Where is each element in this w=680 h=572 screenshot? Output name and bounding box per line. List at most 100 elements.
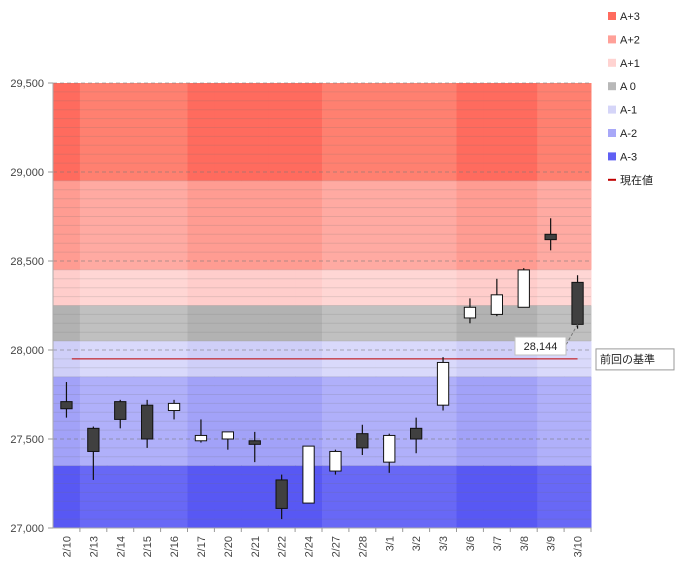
candle-3-10 [571, 275, 584, 329]
legend-item: A-1 [608, 105, 637, 117]
reference-label-box: 前回の基準 [595, 348, 675, 371]
zone-band-a2 [53, 180, 81, 270]
zone-band-a1 [53, 269, 81, 306]
candle-body-up [517, 269, 530, 308]
zone-band-a3 [187, 83, 215, 181]
candle-body-down [275, 479, 288, 509]
x-tick-label: 2/14 [115, 536, 127, 557]
candle-body-down [410, 427, 423, 440]
zone-band-a0 [53, 305, 81, 342]
y-tick-label: 28,000 [10, 345, 44, 357]
zone-band-a2 [456, 180, 484, 270]
zone-band-a2 [241, 180, 269, 270]
x-tick-label: 2/22 [277, 536, 289, 557]
candle-3-9 [544, 218, 557, 251]
zone-band-a2 [214, 180, 242, 270]
legend-item: A-2 [608, 128, 637, 140]
x-tick-label: 3/8 [519, 536, 531, 551]
zone-band-a3 [429, 83, 457, 181]
y-tick-label: 29,000 [10, 167, 44, 179]
zone-band-a2 [537, 376, 565, 466]
zone-band-a3 [510, 465, 538, 528]
zone-band-a1 [79, 269, 108, 306]
zone-band-a2 [375, 180, 404, 270]
candle-2-16 [167, 399, 181, 420]
zone-band-a0 [106, 305, 135, 342]
candle-body-down [248, 440, 261, 445]
x-tick-label: 2/10 [61, 536, 73, 557]
candle-2-17 [194, 419, 208, 443]
zone-band-a0 [295, 305, 323, 342]
current-value-label: 28,144 [524, 341, 558, 353]
zone-band-a2 [106, 180, 135, 270]
zone-band-a1 [429, 269, 457, 306]
candle-body-down [356, 433, 369, 449]
legend-label: A-3 [620, 151, 637, 163]
zone-band-a2 [295, 180, 323, 270]
zone-band-a1 [187, 269, 215, 306]
legend-swatch [608, 152, 616, 161]
zone-band-a3 [160, 465, 188, 528]
callout-leader [565, 324, 578, 346]
candle-3-6 [463, 298, 477, 324]
candle-body-up [383, 434, 396, 463]
zone-band-a3 [160, 83, 188, 181]
candle-2-28 [356, 424, 369, 456]
x-tick-label: 2/16 [169, 536, 181, 557]
zones-layer [53, 83, 592, 528]
legend-swatch [608, 35, 616, 44]
zone-band-a3 [322, 83, 350, 181]
zone-band-a0 [268, 305, 296, 342]
candle-body-down [60, 401, 73, 410]
zone-band-a1 [214, 269, 242, 306]
zone-band-a3 [268, 83, 296, 181]
zone-band-a3 [106, 83, 135, 181]
y-tick-label: 28,500 [10, 256, 44, 268]
zone-band-a3 [402, 465, 431, 528]
candle-2-22 [275, 474, 288, 520]
zone-band-a0 [214, 305, 242, 342]
zone-band-a3 [322, 465, 350, 528]
zone-band-a3 [564, 83, 592, 181]
zone-band-a1 [402, 269, 431, 306]
x-tick-label: 2/27 [330, 536, 342, 557]
candle-body-up [490, 294, 503, 315]
zone-band-a1 [537, 269, 565, 306]
candle-2-24 [302, 445, 315, 504]
zone-band-a0 [160, 305, 188, 342]
zone-band-a2 [160, 376, 188, 466]
zone-band-a3 [537, 465, 565, 528]
legend-swatch [608, 129, 616, 137]
candle-3-1 [383, 433, 396, 473]
zone-band-a2 [348, 180, 377, 270]
legend-label: A-1 [620, 105, 637, 117]
zone-band-a1 [295, 269, 323, 306]
zone-band-a2 [429, 180, 457, 270]
x-tick-label: 3/3 [438, 536, 450, 551]
zone-band-a1 [133, 269, 162, 306]
y-tick-label: 27,500 [10, 434, 44, 446]
x-tick-label: 2/17 [196, 536, 208, 557]
zone-band-a0 [79, 305, 108, 342]
zone-band-a3 [348, 465, 377, 528]
zone-band-a2 [402, 180, 431, 270]
zone-band-a3 [456, 465, 484, 528]
x-tick-label: 2/20 [223, 536, 235, 557]
candle-2-13 [87, 426, 100, 480]
zone-band-a3 [241, 465, 269, 528]
zone-band-a3 [53, 465, 81, 528]
zone-band-a2 [187, 180, 215, 270]
y-tick-label: 27,000 [10, 523, 44, 535]
x-tick-label: 2/21 [250, 536, 262, 557]
zone-band-a0 [133, 305, 162, 342]
zone-band-a3 [53, 83, 81, 181]
zone-band-a1 [106, 269, 135, 306]
zone-band-a3 [133, 465, 162, 528]
zone-band-a2 [133, 180, 162, 270]
current-value-box [514, 336, 567, 356]
zone-band-a2 [160, 180, 188, 270]
candle-2-14 [114, 399, 127, 429]
zone-band-a1 [348, 269, 377, 306]
zone-band-a3 [295, 83, 323, 181]
